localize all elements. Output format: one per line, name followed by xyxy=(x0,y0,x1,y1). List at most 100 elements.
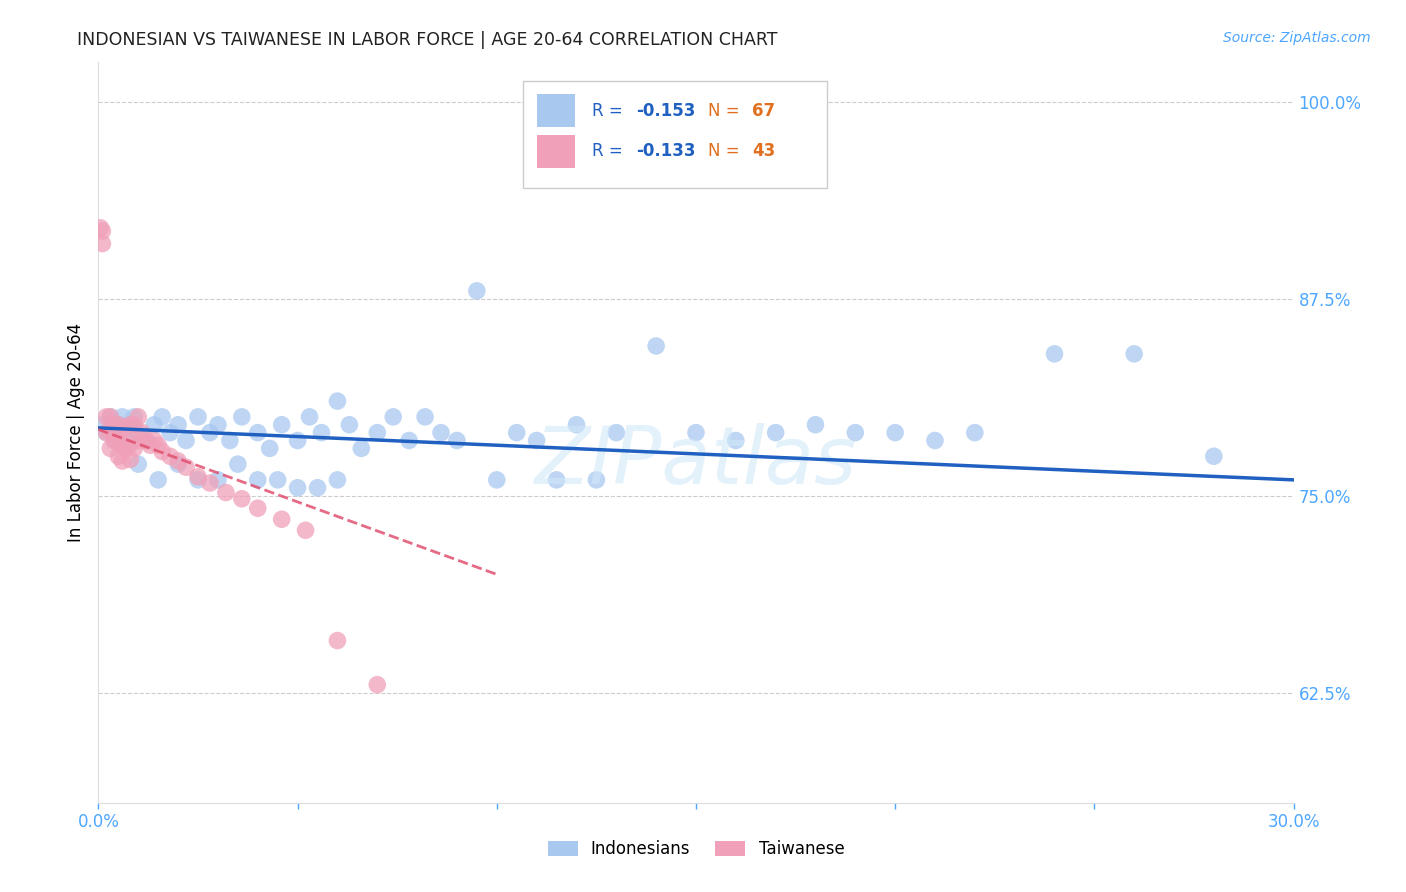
Point xyxy=(526,434,548,448)
Point xyxy=(413,409,436,424)
Point xyxy=(89,220,111,235)
Point xyxy=(246,501,269,516)
Point xyxy=(326,473,349,487)
Point xyxy=(98,442,122,456)
Point xyxy=(446,434,468,448)
Point xyxy=(605,425,627,440)
Point xyxy=(139,438,162,452)
Point xyxy=(1043,347,1066,361)
Point xyxy=(465,284,488,298)
Point xyxy=(287,481,309,495)
Point xyxy=(107,434,129,448)
Point xyxy=(294,523,316,537)
Point xyxy=(311,425,333,440)
Point xyxy=(143,434,166,448)
Text: N =: N = xyxy=(709,143,745,161)
Point xyxy=(884,425,907,440)
Point xyxy=(96,425,118,440)
Point xyxy=(131,425,153,440)
Point xyxy=(150,444,173,458)
Point xyxy=(143,417,166,432)
Point xyxy=(339,417,361,432)
Point xyxy=(565,417,588,432)
Point xyxy=(270,417,292,432)
Point xyxy=(127,409,149,424)
Point xyxy=(107,417,129,432)
Point xyxy=(111,409,134,424)
Text: R =: R = xyxy=(592,102,628,120)
Point xyxy=(246,425,269,440)
Point xyxy=(159,449,181,463)
Point xyxy=(107,417,129,432)
Point xyxy=(207,473,229,487)
Point xyxy=(107,449,129,463)
Point xyxy=(724,434,747,448)
Point xyxy=(103,434,125,448)
Point xyxy=(198,425,221,440)
Point xyxy=(148,473,170,487)
Point xyxy=(326,394,349,409)
Point xyxy=(804,417,827,432)
Point xyxy=(198,476,221,491)
Y-axis label: In Labor Force | Age 20-64: In Labor Force | Age 20-64 xyxy=(66,323,84,542)
Point xyxy=(226,457,249,471)
Point xyxy=(350,442,373,456)
Point xyxy=(124,442,146,456)
Point xyxy=(135,434,157,448)
Point xyxy=(215,485,238,500)
Point xyxy=(96,409,118,424)
Point xyxy=(187,469,209,483)
Text: R =: R = xyxy=(592,143,628,161)
Point xyxy=(270,512,292,526)
Point xyxy=(120,417,142,432)
Text: Source: ZipAtlas.com: Source: ZipAtlas.com xyxy=(1223,31,1371,45)
FancyBboxPatch shape xyxy=(537,94,575,128)
Point xyxy=(187,409,209,424)
Point xyxy=(765,425,787,440)
Point xyxy=(307,481,329,495)
Point xyxy=(924,434,946,448)
Point xyxy=(267,473,290,487)
Point xyxy=(111,438,134,452)
Point xyxy=(685,425,707,440)
Point xyxy=(115,434,138,448)
Point xyxy=(98,425,122,440)
Text: 43: 43 xyxy=(752,143,775,161)
Point xyxy=(111,454,134,468)
Point xyxy=(103,434,125,448)
Point xyxy=(96,425,118,440)
Point xyxy=(246,473,269,487)
Point xyxy=(645,339,668,353)
Point xyxy=(167,417,190,432)
Point xyxy=(91,417,114,432)
Point xyxy=(127,457,149,471)
Point xyxy=(207,417,229,432)
Point xyxy=(174,460,197,475)
Point xyxy=(120,452,142,467)
Point xyxy=(187,473,209,487)
Point xyxy=(485,473,508,487)
Point xyxy=(159,425,181,440)
Point xyxy=(326,633,349,648)
Point xyxy=(1123,347,1146,361)
Text: ZIPatlas: ZIPatlas xyxy=(534,423,858,501)
Text: INDONESIAN VS TAIWANESE IN LABOR FORCE | AGE 20-64 CORRELATION CHART: INDONESIAN VS TAIWANESE IN LABOR FORCE |… xyxy=(77,31,778,49)
Point xyxy=(148,438,170,452)
Point xyxy=(259,442,281,456)
Point xyxy=(231,409,253,424)
Point xyxy=(366,678,388,692)
Point xyxy=(430,425,453,440)
Point xyxy=(103,417,125,432)
Point xyxy=(585,473,607,487)
Point xyxy=(219,434,242,448)
Point xyxy=(546,473,568,487)
Point xyxy=(127,434,149,448)
Point xyxy=(287,434,309,448)
Text: -0.133: -0.133 xyxy=(636,143,696,161)
Point xyxy=(120,417,142,432)
Point xyxy=(167,457,190,471)
Point xyxy=(963,425,986,440)
Point xyxy=(127,425,149,440)
Text: 67: 67 xyxy=(752,102,775,120)
Point xyxy=(167,454,190,468)
